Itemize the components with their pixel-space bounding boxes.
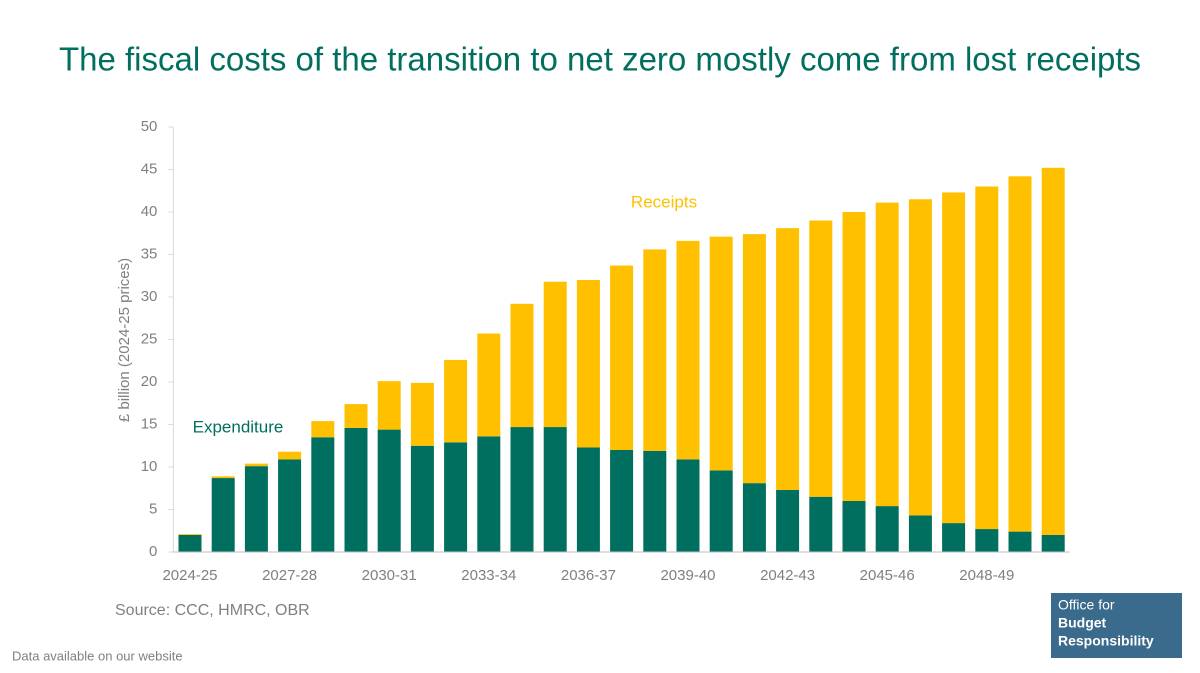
bar-segment <box>178 535 202 552</box>
bar-segment <box>311 421 335 438</box>
bar-segment <box>1008 176 1032 532</box>
y-tick-label: 30 <box>141 288 158 305</box>
bar-segment <box>742 483 766 552</box>
bar-segment <box>377 381 401 430</box>
bar-segment <box>278 451 302 460</box>
bar-segment <box>377 429 401 552</box>
bar-segment <box>576 447 600 552</box>
x-tick-label: 2042-43 <box>760 567 815 584</box>
bar-segment <box>211 476 235 479</box>
source: Source: CCC, HMRC, OBR <box>115 602 310 619</box>
bar-segment <box>477 436 501 552</box>
x-tick-label: 2024-25 <box>162 567 217 584</box>
bar-segment <box>477 333 501 437</box>
bar-segment <box>510 427 534 552</box>
chart-title: The fiscal costs of the transition to ne… <box>59 41 1141 78</box>
bar-segment <box>444 442 468 552</box>
bar-segment <box>178 534 202 535</box>
logo-text: Responsibility <box>1058 633 1154 649</box>
y-tick-label: 10 <box>141 458 158 475</box>
y-tick-label: 40 <box>141 203 158 220</box>
bar-segment <box>942 523 966 552</box>
bar-segment <box>610 450 634 552</box>
bar-segment <box>709 236 733 471</box>
x-tick-label: 2045-46 <box>860 567 915 584</box>
bar-segment <box>709 470 733 552</box>
bar-segment <box>1041 167 1065 536</box>
x-tick-label: 2039-40 <box>660 567 715 584</box>
x-tick-label: 2048-49 <box>959 567 1014 584</box>
bar-segment <box>643 450 667 552</box>
bar-segment <box>543 427 567 552</box>
bar-segment <box>344 404 368 428</box>
series-label: Expenditure <box>193 417 284 436</box>
x-tick-label: 2027-28 <box>262 567 317 584</box>
y-tick-label: 35 <box>141 245 158 262</box>
bar-segment <box>1008 531 1032 552</box>
bar-segment <box>344 427 368 552</box>
bar-segment <box>908 515 932 552</box>
bar-segment <box>942 192 966 524</box>
bar-segment <box>211 478 235 552</box>
bar-segment <box>410 382 434 446</box>
y-tick-label: 20 <box>141 373 158 390</box>
bar-segment <box>576 280 600 448</box>
x-tick-label: 2036-37 <box>561 567 616 584</box>
y-tick-label: 25 <box>141 330 158 347</box>
bar-segment <box>809 496 833 552</box>
bar-segment <box>244 463 268 467</box>
x-tick-label: 2030-31 <box>362 567 417 584</box>
y-axis-label: £ billion (2024-25 prices) <box>116 258 133 422</box>
y-tick-label: 45 <box>141 160 158 177</box>
y-tick-label: 15 <box>141 415 158 432</box>
bar-segment <box>975 529 999 552</box>
bar-segment <box>510 303 534 428</box>
bar-segment <box>875 202 899 507</box>
bar-segment <box>975 186 999 530</box>
bar-segment <box>311 437 335 552</box>
bar-segment <box>809 220 833 497</box>
series-label: Receipts <box>631 192 697 211</box>
bar-segment <box>676 459 700 552</box>
bar-segment <box>842 501 866 552</box>
bar-segment <box>410 445 434 552</box>
logo-text: Office for <box>1058 597 1115 613</box>
logo-text: Budget <box>1058 615 1107 631</box>
bar-segment <box>742 234 766 484</box>
bar-segment <box>676 240 700 460</box>
bar-segment <box>776 228 800 490</box>
x-tick-label: 2033-34 <box>461 567 516 584</box>
bar-segment <box>842 212 866 501</box>
bar-segment <box>643 249 667 451</box>
y-tick-label: 5 <box>149 500 157 517</box>
bar-segment <box>776 489 800 552</box>
footer: Data available on our website <box>12 648 183 663</box>
bar-segment <box>1041 535 1065 552</box>
bar-segment <box>244 466 268 552</box>
bar-segment <box>543 281 567 428</box>
bar-segment <box>444 359 468 443</box>
y-tick-label: 50 <box>141 118 158 135</box>
bar-segment <box>610 265 634 450</box>
bar-segment <box>278 459 302 552</box>
y-tick-label: 0 <box>149 543 157 560</box>
bar-segment <box>908 199 932 516</box>
bar-segment <box>875 506 899 552</box>
logo-box <box>1051 593 1182 658</box>
